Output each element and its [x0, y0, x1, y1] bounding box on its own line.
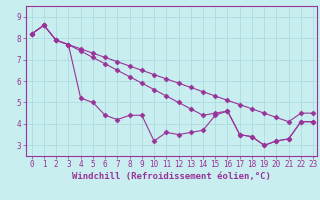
X-axis label: Windchill (Refroidissement éolien,°C): Windchill (Refroidissement éolien,°C) [72, 172, 271, 181]
